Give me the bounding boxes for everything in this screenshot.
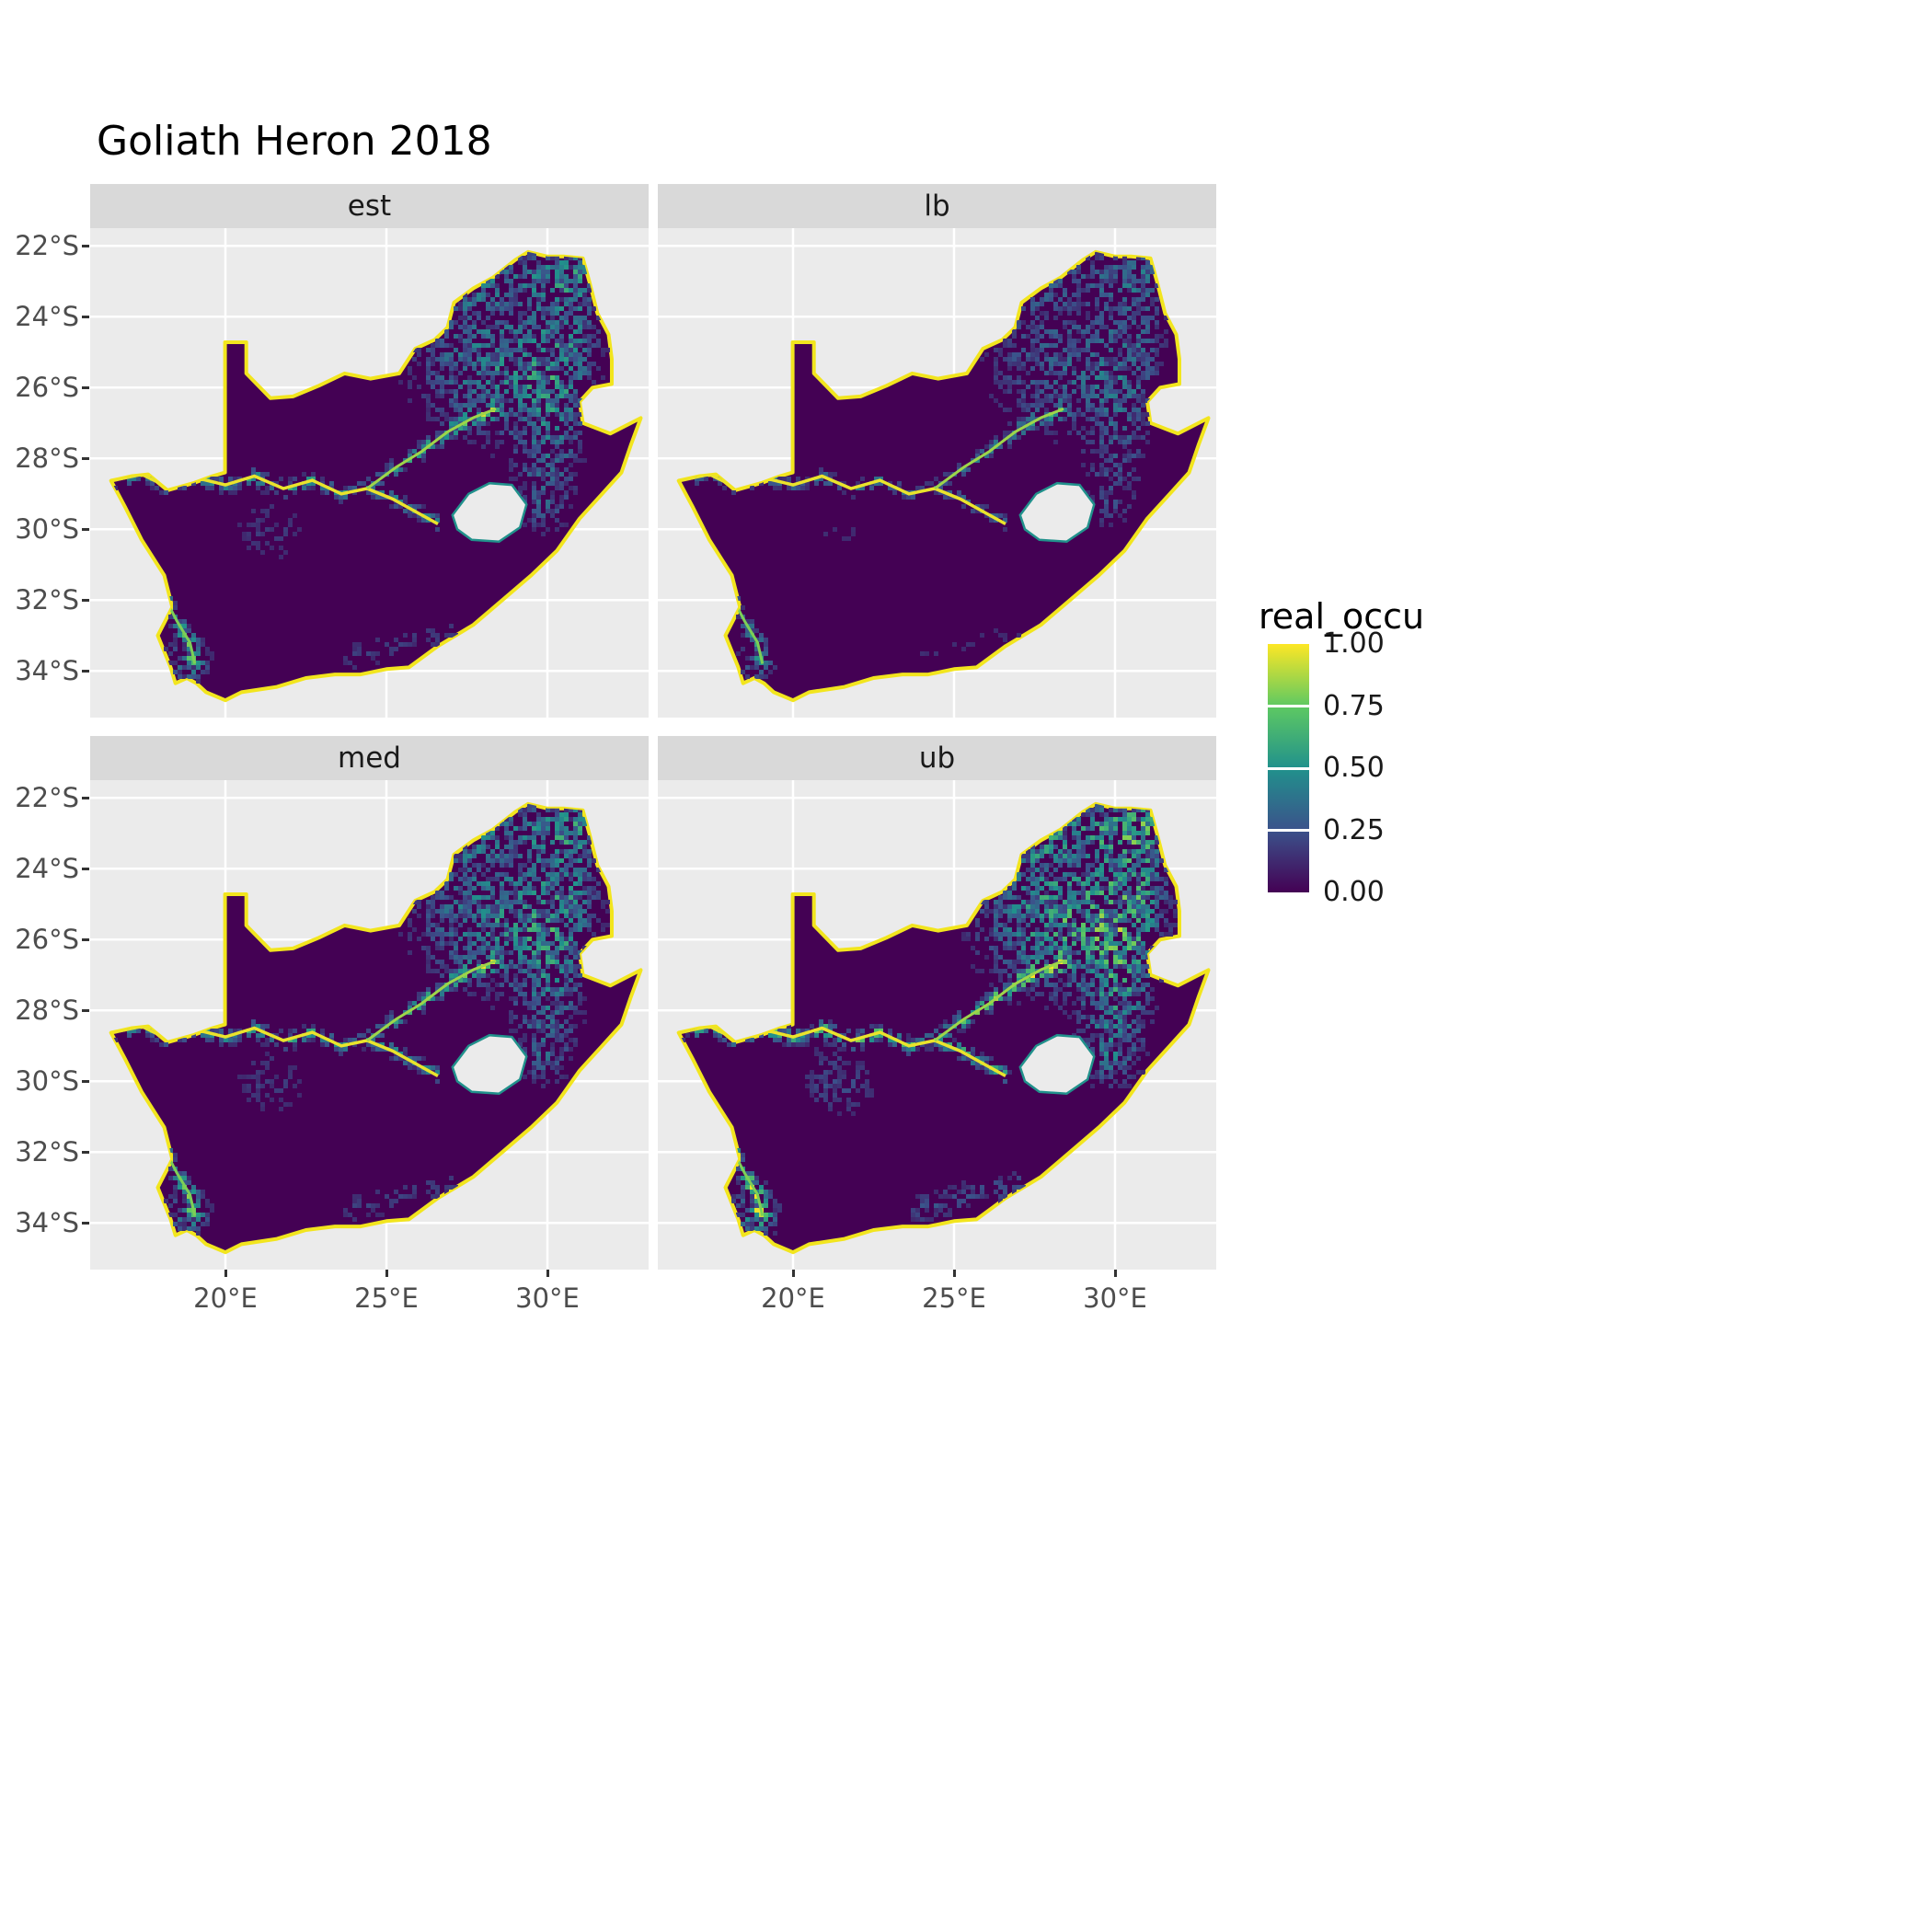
colorbar-tick — [1268, 705, 1309, 707]
y-axis-tick-label: 28°S — [15, 443, 79, 475]
y-axis-tick-label: 34°S — [15, 1207, 79, 1239]
legend-tick-label: 1.00 — [1323, 627, 1385, 660]
y-axis-tick-label: 24°S — [15, 853, 79, 885]
x-axis-tick-mark — [224, 1270, 227, 1277]
legend-colorbar — [1268, 644, 1309, 892]
y-axis-tick-label: 30°S — [15, 1065, 79, 1098]
y-axis-tick-label: 30°S — [15, 513, 79, 546]
y-axis-tick-label: 24°S — [15, 301, 79, 333]
x-axis-tick-mark — [1113, 1270, 1117, 1277]
y-axis-tick-label: 34°S — [15, 655, 79, 687]
y-axis-tick-mark — [82, 315, 89, 318]
y-axis-tick-mark — [82, 796, 89, 799]
map-panel-ub — [658, 780, 1216, 1270]
map-panel-lb — [658, 228, 1216, 718]
legend-tick-label: 0.50 — [1323, 752, 1385, 784]
map-panel-med — [90, 780, 649, 1270]
y-axis-tick-mark — [82, 1079, 89, 1083]
y-axis-tick-mark — [82, 669, 89, 673]
colorbar-tick — [1268, 829, 1309, 832]
x-axis-tick-mark — [791, 1270, 795, 1277]
y-axis-tick-label: 22°S — [15, 230, 79, 262]
y-axis-tick-mark — [82, 1008, 89, 1012]
x-axis-tick-label: 20°E — [761, 1282, 825, 1314]
x-axis-tick-label: 20°E — [193, 1282, 258, 1314]
x-axis-tick-label: 30°E — [1083, 1282, 1147, 1314]
y-axis-tick-mark — [82, 244, 89, 247]
y-axis-tick-label: 26°S — [15, 924, 79, 956]
facet-strip-ub: ub — [658, 736, 1216, 780]
colorbar-tick — [1268, 766, 1309, 770]
legend-tick-label: 0.00 — [1323, 876, 1385, 908]
y-axis-tick-label: 22°S — [15, 782, 79, 814]
facet-strip-lb: lb — [658, 184, 1216, 228]
y-axis-tick-label: 32°S — [15, 584, 79, 616]
y-axis-tick-mark — [82, 1150, 89, 1154]
y-axis-tick-mark — [82, 867, 89, 870]
y-axis-tick-mark — [82, 598, 89, 602]
y-axis-tick-mark — [82, 937, 89, 941]
y-axis-tick-label: 32°S — [15, 1136, 79, 1168]
plot-title: Goliath Heron 2018 — [97, 118, 492, 165]
legend-tick-label: 0.75 — [1323, 689, 1385, 722]
y-axis-tick-mark — [82, 385, 89, 389]
y-axis-tick-label: 26°S — [15, 372, 79, 404]
y-axis-tick-label: 28°S — [15, 995, 79, 1027]
x-axis-tick-label: 25°E — [354, 1282, 419, 1314]
y-axis-tick-mark — [82, 527, 89, 531]
x-axis-tick-mark — [952, 1270, 956, 1277]
legend-tick-label: 0.25 — [1323, 813, 1385, 846]
x-axis-tick-mark — [546, 1270, 549, 1277]
y-axis-tick-mark — [82, 1221, 89, 1225]
x-axis-tick-label: 30°E — [515, 1282, 580, 1314]
legend-title: real_occu — [1259, 596, 1425, 637]
facet-strip-est: est — [90, 184, 649, 228]
y-axis-tick-mark — [82, 456, 89, 460]
map-panel-est — [90, 228, 649, 718]
x-axis-tick-mark — [385, 1270, 388, 1277]
x-axis-tick-label: 25°E — [922, 1282, 986, 1314]
facet-strip-med: med — [90, 736, 649, 780]
